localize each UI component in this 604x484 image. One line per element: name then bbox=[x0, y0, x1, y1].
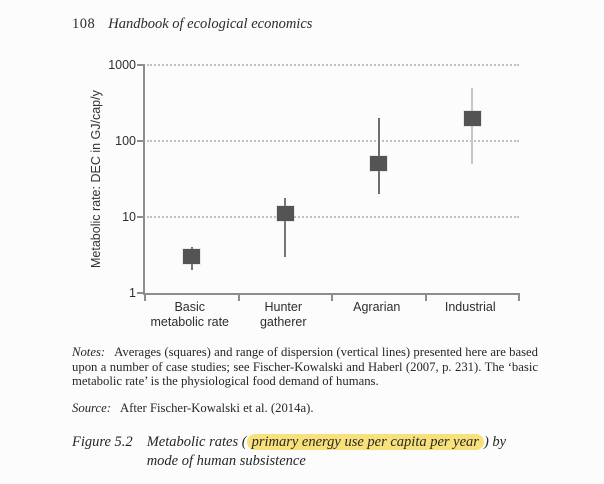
x-category-label-3: Industrial bbox=[424, 300, 518, 330]
caption-after-highlight: ) by bbox=[483, 434, 507, 450]
y-axis-ticks: 1 10 100 1000 bbox=[96, 58, 136, 300]
data-point-3 bbox=[463, 110, 481, 126]
x-category-label-2: Agrarian bbox=[330, 300, 424, 330]
gridline-10 bbox=[147, 216, 519, 218]
figure-caption-text: Metabolic rates (primary energy use per … bbox=[147, 433, 506, 471]
figure-source: Source: After Fischer-Kowalski et al. (20… bbox=[72, 401, 538, 416]
notes-text: Averages (squares) and range of dispersi… bbox=[72, 345, 538, 389]
x-tick-mark-3 bbox=[424, 293, 427, 301]
gridline-1000 bbox=[147, 64, 519, 66]
gridline-100 bbox=[147, 140, 519, 142]
x-category-label-line: Agrarian bbox=[353, 300, 401, 314]
x-category-label-line: metabolic rate bbox=[150, 315, 229, 329]
source-label: Source: bbox=[72, 401, 111, 415]
caption-before-highlight: Metabolic rates ( bbox=[146, 434, 247, 450]
x-tick-mark-0 bbox=[144, 293, 146, 301]
dispersion-line-2 bbox=[377, 118, 380, 195]
x-axis-labels: Basic metabolic rate Hunter gatherer Agraria… bbox=[143, 300, 517, 330]
figure-notes: Notes: Averages (squares) and range of di… bbox=[72, 345, 538, 389]
x-tick-mark-1 bbox=[237, 293, 240, 301]
y-tick-label-10: 10 bbox=[122, 210, 136, 224]
caption-highlight: primary energy use per capita per year bbox=[246, 434, 484, 450]
data-point-1 bbox=[276, 206, 294, 222]
x-tick-mark-4 bbox=[518, 293, 520, 301]
source-text: After Fischer-Kowalski et al. (2014a). bbox=[120, 401, 314, 415]
x-category-label-line: Industrial bbox=[444, 300, 496, 314]
y-tick-label-100: 100 bbox=[115, 134, 136, 148]
y-tick-mark-10 bbox=[137, 216, 145, 218]
caption-line2: mode of human subsistence bbox=[146, 453, 306, 469]
x-category-label-1: Hunter gatherer bbox=[237, 300, 331, 330]
y-tick-label-1000: 1000 bbox=[108, 58, 136, 72]
plot-area bbox=[137, 64, 520, 301]
x-category-label-0: Basic metabolic rate bbox=[143, 300, 237, 330]
y-tick-mark-1000 bbox=[137, 64, 145, 66]
page-number: 108 bbox=[72, 16, 96, 32]
notes-label: Notes: bbox=[72, 345, 106, 359]
x-category-label-line: Hunter bbox=[264, 300, 303, 314]
x-category-label-line: gatherer bbox=[259, 315, 307, 329]
y-tick-mark-1 bbox=[137, 292, 145, 294]
x-tick-mark-2 bbox=[331, 293, 333, 301]
data-point-2 bbox=[370, 156, 388, 172]
x-category-label-line: Basic bbox=[174, 300, 206, 314]
y-tick-label-1: 1 bbox=[129, 286, 136, 300]
dispersion-line-3 bbox=[471, 87, 474, 164]
dispersion-line-1 bbox=[284, 197, 287, 257]
figure-number-label: Figure 5.2 bbox=[72, 434, 133, 450]
data-point-0 bbox=[183, 249, 201, 265]
y-tick-mark-100 bbox=[137, 140, 145, 142]
book-title: Handbook of ecological economics bbox=[108, 16, 313, 32]
figure-caption: Figure 5.2 Metabolic rates (primary ener… bbox=[72, 433, 562, 471]
page-header: 108 Handbook of ecological economics bbox=[72, 16, 312, 33]
